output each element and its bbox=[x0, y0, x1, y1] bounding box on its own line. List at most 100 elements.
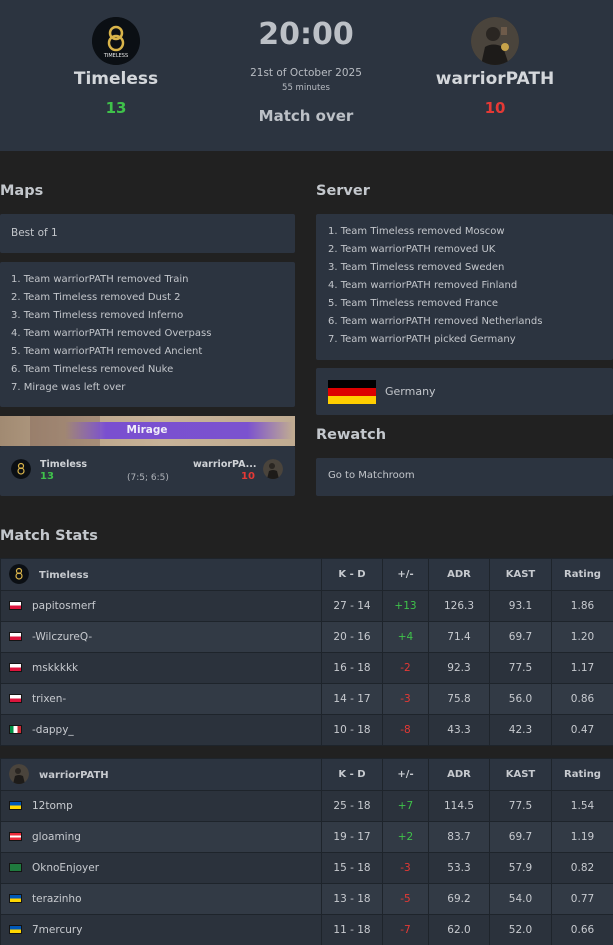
player-name[interactable]: papitosmerf bbox=[32, 600, 96, 612]
adr-cell: 75.8 bbox=[428, 683, 490, 715]
rating-cell: 1.86 bbox=[551, 590, 613, 622]
it-flag-icon bbox=[9, 724, 22, 734]
stats-title: Match Stats bbox=[0, 528, 98, 544]
warriorpath-table-logo-icon bbox=[9, 763, 29, 784]
player-cell[interactable]: papitosmerf bbox=[0, 590, 322, 622]
map-team2-score: 10 bbox=[241, 471, 255, 482]
kast-cell: 42.3 bbox=[489, 714, 552, 746]
server-location: Germany bbox=[385, 385, 436, 398]
map-result-panel[interactable]: Timeless 13 (7:5; 6:5) warriorPA... 10 bbox=[0, 446, 295, 496]
server-veto-item: 1. Team Timeless removed Moscow bbox=[328, 226, 505, 237]
timeless-logo-icon[interactable]: TIMELESS bbox=[92, 17, 140, 65]
player-cell[interactable]: mskkkkk bbox=[0, 652, 322, 684]
col-rating[interactable]: Rating bbox=[551, 558, 613, 591]
server-veto-item: 7. Team warriorPATH picked Germany bbox=[328, 334, 516, 345]
pl-flag-icon bbox=[9, 693, 22, 703]
map-banner[interactable]: Mirage bbox=[0, 416, 295, 446]
plus-minus-cell: +4 bbox=[382, 621, 429, 653]
matchroom-link[interactable]: Go to Matchroom bbox=[316, 458, 613, 496]
map-banner-highlight bbox=[65, 422, 293, 439]
server-veto-panel: 1. Team Timeless removed Moscow 2. Team … bbox=[316, 214, 613, 360]
map-veto-item: 7. Mirage was left over bbox=[11, 382, 126, 393]
table-header-row: warriorPATH K - D +/- ADR KAST Rating bbox=[0, 758, 613, 791]
col-kast[interactable]: KAST bbox=[489, 758, 552, 791]
server-title: Server bbox=[316, 183, 370, 199]
adr-cell: 126.3 bbox=[428, 590, 490, 622]
col-kd[interactable]: K - D bbox=[321, 758, 383, 791]
kd-cell: 13 - 18 bbox=[321, 883, 383, 915]
player-name[interactable]: 12tomp bbox=[32, 800, 73, 812]
ua-flag-icon bbox=[9, 800, 22, 810]
player-name[interactable]: -WilczureQ- bbox=[32, 631, 93, 643]
kast-cell: 93.1 bbox=[489, 590, 552, 622]
player-name[interactable]: terazinho bbox=[32, 893, 82, 905]
rating-cell: 0.82 bbox=[551, 852, 613, 884]
table-row: -dappy_ 10 - 18 -8 43.3 42.3 0.47 bbox=[0, 714, 613, 746]
map-team2-name: warriorPA... bbox=[193, 459, 257, 470]
adr-cell: 92.3 bbox=[428, 652, 490, 684]
kast-cell: 57.9 bbox=[489, 852, 552, 884]
server-veto-item: 2. Team warriorPATH removed UK bbox=[328, 244, 496, 255]
kast-cell: 77.5 bbox=[489, 790, 552, 822]
table-header-row: Timeless K - D +/- ADR KAST Rating bbox=[0, 558, 613, 591]
player-cell[interactable]: -WilczureQ- bbox=[0, 621, 322, 653]
player-cell[interactable]: 7mercury bbox=[0, 914, 322, 945]
matchroom-link-label: Go to Matchroom bbox=[328, 470, 415, 481]
team-header-name: Timeless bbox=[39, 569, 89, 581]
team2-stats-table: warriorPATH K - D +/- ADR KAST Rating 12… bbox=[0, 758, 613, 945]
maps-title: Maps bbox=[0, 183, 44, 199]
col-plus-minus[interactable]: +/- bbox=[382, 558, 429, 591]
kast-cell: 69.7 bbox=[489, 621, 552, 653]
player-name[interactable]: OknoEnjoyer bbox=[32, 862, 100, 874]
col-kd[interactable]: K - D bbox=[321, 558, 383, 591]
col-kast[interactable]: KAST bbox=[489, 558, 552, 591]
player-name[interactable]: gloaming bbox=[32, 831, 81, 843]
team1-name[interactable]: Timeless bbox=[73, 69, 159, 89]
rating-cell: 0.66 bbox=[551, 914, 613, 945]
rating-cell: 0.86 bbox=[551, 683, 613, 715]
player-cell[interactable]: -dappy_ bbox=[0, 714, 322, 746]
plus-minus-cell: +7 bbox=[382, 790, 429, 822]
player-name[interactable]: 7mercury bbox=[32, 924, 83, 936]
kast-cell: 69.7 bbox=[489, 821, 552, 853]
player-cell[interactable]: gloaming bbox=[0, 821, 322, 853]
kd-cell: 14 - 17 bbox=[321, 683, 383, 715]
rating-cell: 1.20 bbox=[551, 621, 613, 653]
server-veto-item: 5. Team Timeless removed France bbox=[328, 298, 499, 309]
pl-flag-icon bbox=[9, 600, 22, 610]
table-row: 12tomp 25 - 18 +7 114.5 77.5 1.54 bbox=[0, 790, 613, 822]
kd-cell: 19 - 17 bbox=[321, 821, 383, 853]
ua-flag-icon bbox=[9, 924, 22, 934]
kast-cell: 56.0 bbox=[489, 683, 552, 715]
player-cell[interactable]: 12tomp bbox=[0, 790, 322, 822]
player-cell[interactable]: trixen- bbox=[0, 683, 322, 715]
map-team1-score: 13 bbox=[40, 471, 54, 482]
kd-cell: 20 - 16 bbox=[321, 621, 383, 653]
player-name[interactable]: -dappy_ bbox=[32, 724, 74, 736]
map-veto-item: 6. Team Timeless removed Nuke bbox=[11, 364, 174, 375]
team1-stats-table: Timeless K - D +/- ADR KAST Rating papit… bbox=[0, 558, 613, 746]
map-halves: (7:5; 6:5) bbox=[127, 473, 169, 483]
team2-name[interactable]: warriorPATH bbox=[435, 69, 555, 89]
server-veto-item: 3. Team Timeless removed Sweden bbox=[328, 262, 505, 273]
match-status: Match over bbox=[258, 107, 354, 125]
col-adr[interactable]: ADR bbox=[428, 758, 490, 791]
table-row: terazinho 13 - 18 -5 69.2 54.0 0.77 bbox=[0, 883, 613, 915]
player-name[interactable]: trixen- bbox=[32, 693, 67, 705]
col-plus-minus[interactable]: +/- bbox=[382, 758, 429, 791]
plus-minus-cell: -2 bbox=[382, 652, 429, 684]
plus-minus-cell: +13 bbox=[382, 590, 429, 622]
col-adr[interactable]: ADR bbox=[428, 558, 490, 591]
team-header[interactable]: warriorPATH bbox=[0, 758, 322, 791]
player-name[interactable]: mskkkkk bbox=[32, 662, 79, 674]
warriorpath-mini-logo-icon bbox=[263, 459, 283, 479]
player-cell[interactable]: OknoEnjoyer bbox=[0, 852, 322, 884]
team1-score: 13 bbox=[105, 99, 127, 117]
plus-minus-cell: +2 bbox=[382, 821, 429, 853]
warriorpath-logo-icon[interactable] bbox=[471, 17, 519, 65]
adr-cell: 43.3 bbox=[428, 714, 490, 746]
player-cell[interactable]: terazinho bbox=[0, 883, 322, 915]
col-rating[interactable]: Rating bbox=[551, 758, 613, 791]
at-flag-icon bbox=[9, 831, 22, 841]
team-header[interactable]: Timeless bbox=[0, 558, 322, 591]
